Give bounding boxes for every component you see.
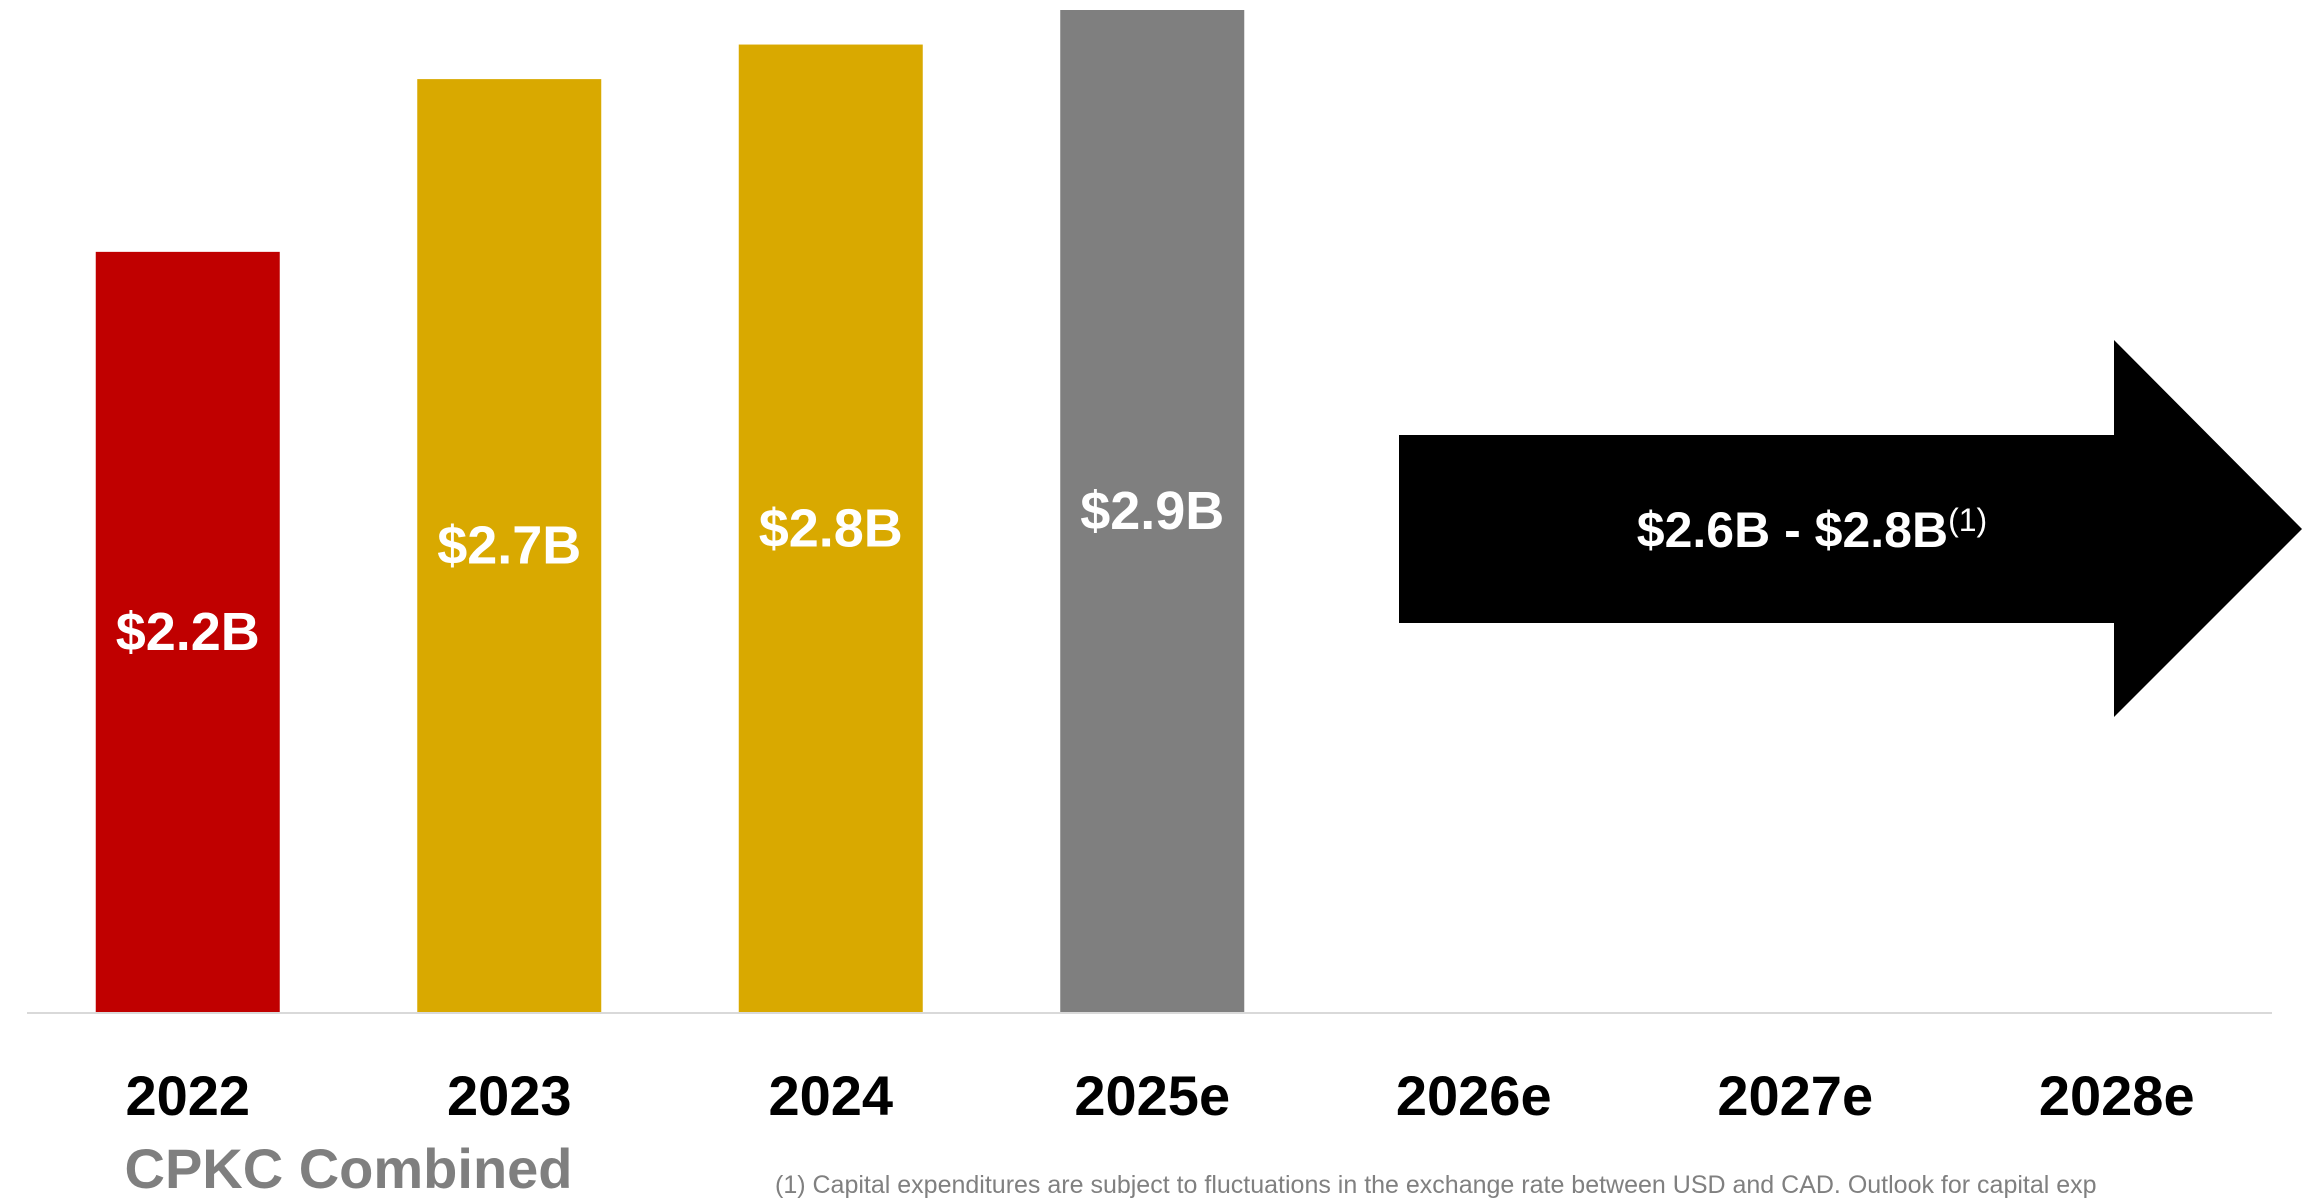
bar-2022 xyxy=(95,251,280,1013)
range-annotation-text: $2.6B - $2.8B xyxy=(1637,502,1948,558)
x-tick-label-2024: 2024 xyxy=(768,1064,893,1127)
x-tick-label-2026e: 2026e xyxy=(1396,1064,1552,1127)
group-label: CPKC Combined xyxy=(125,1137,573,1199)
data-label-2025e: $2.9B xyxy=(1080,481,1224,541)
bar-2023 xyxy=(417,79,602,1012)
data-label-2022: $2.2B xyxy=(116,602,260,662)
range-arrow: $2.6B - $2.8B(1) xyxy=(1399,340,2302,717)
data-label-2024: $2.8B xyxy=(759,498,903,558)
x-tick-label-2023: 2023 xyxy=(447,1064,572,1127)
bar-2024 xyxy=(738,44,923,1013)
x-tick-label-2025e: 2025e xyxy=(1074,1064,1230,1127)
range-annotation-reference: (1) xyxy=(1948,502,1987,538)
footnote: (1) Capital expenditures are subject to … xyxy=(775,1171,2097,1199)
arrow-shape xyxy=(1399,340,2302,717)
x-tick-label-2028e: 2028e xyxy=(2039,1064,2195,1127)
bar-2025e xyxy=(1060,10,1245,1012)
data-label-2023: $2.7B xyxy=(437,516,581,576)
x-tick-label-2022: 2022 xyxy=(125,1064,250,1127)
x-tick-label-2027e: 2027e xyxy=(1717,1064,1873,1127)
x-tick-labels: 2022 2023 2024 2025e 2026e 2027e 2028e xyxy=(125,1064,2194,1127)
range-annotation-label: $2.6B - $2.8B(1) xyxy=(1637,502,1987,558)
bars-group: $2.2B $2.7B $2.8B $2.9B xyxy=(95,10,1245,1013)
